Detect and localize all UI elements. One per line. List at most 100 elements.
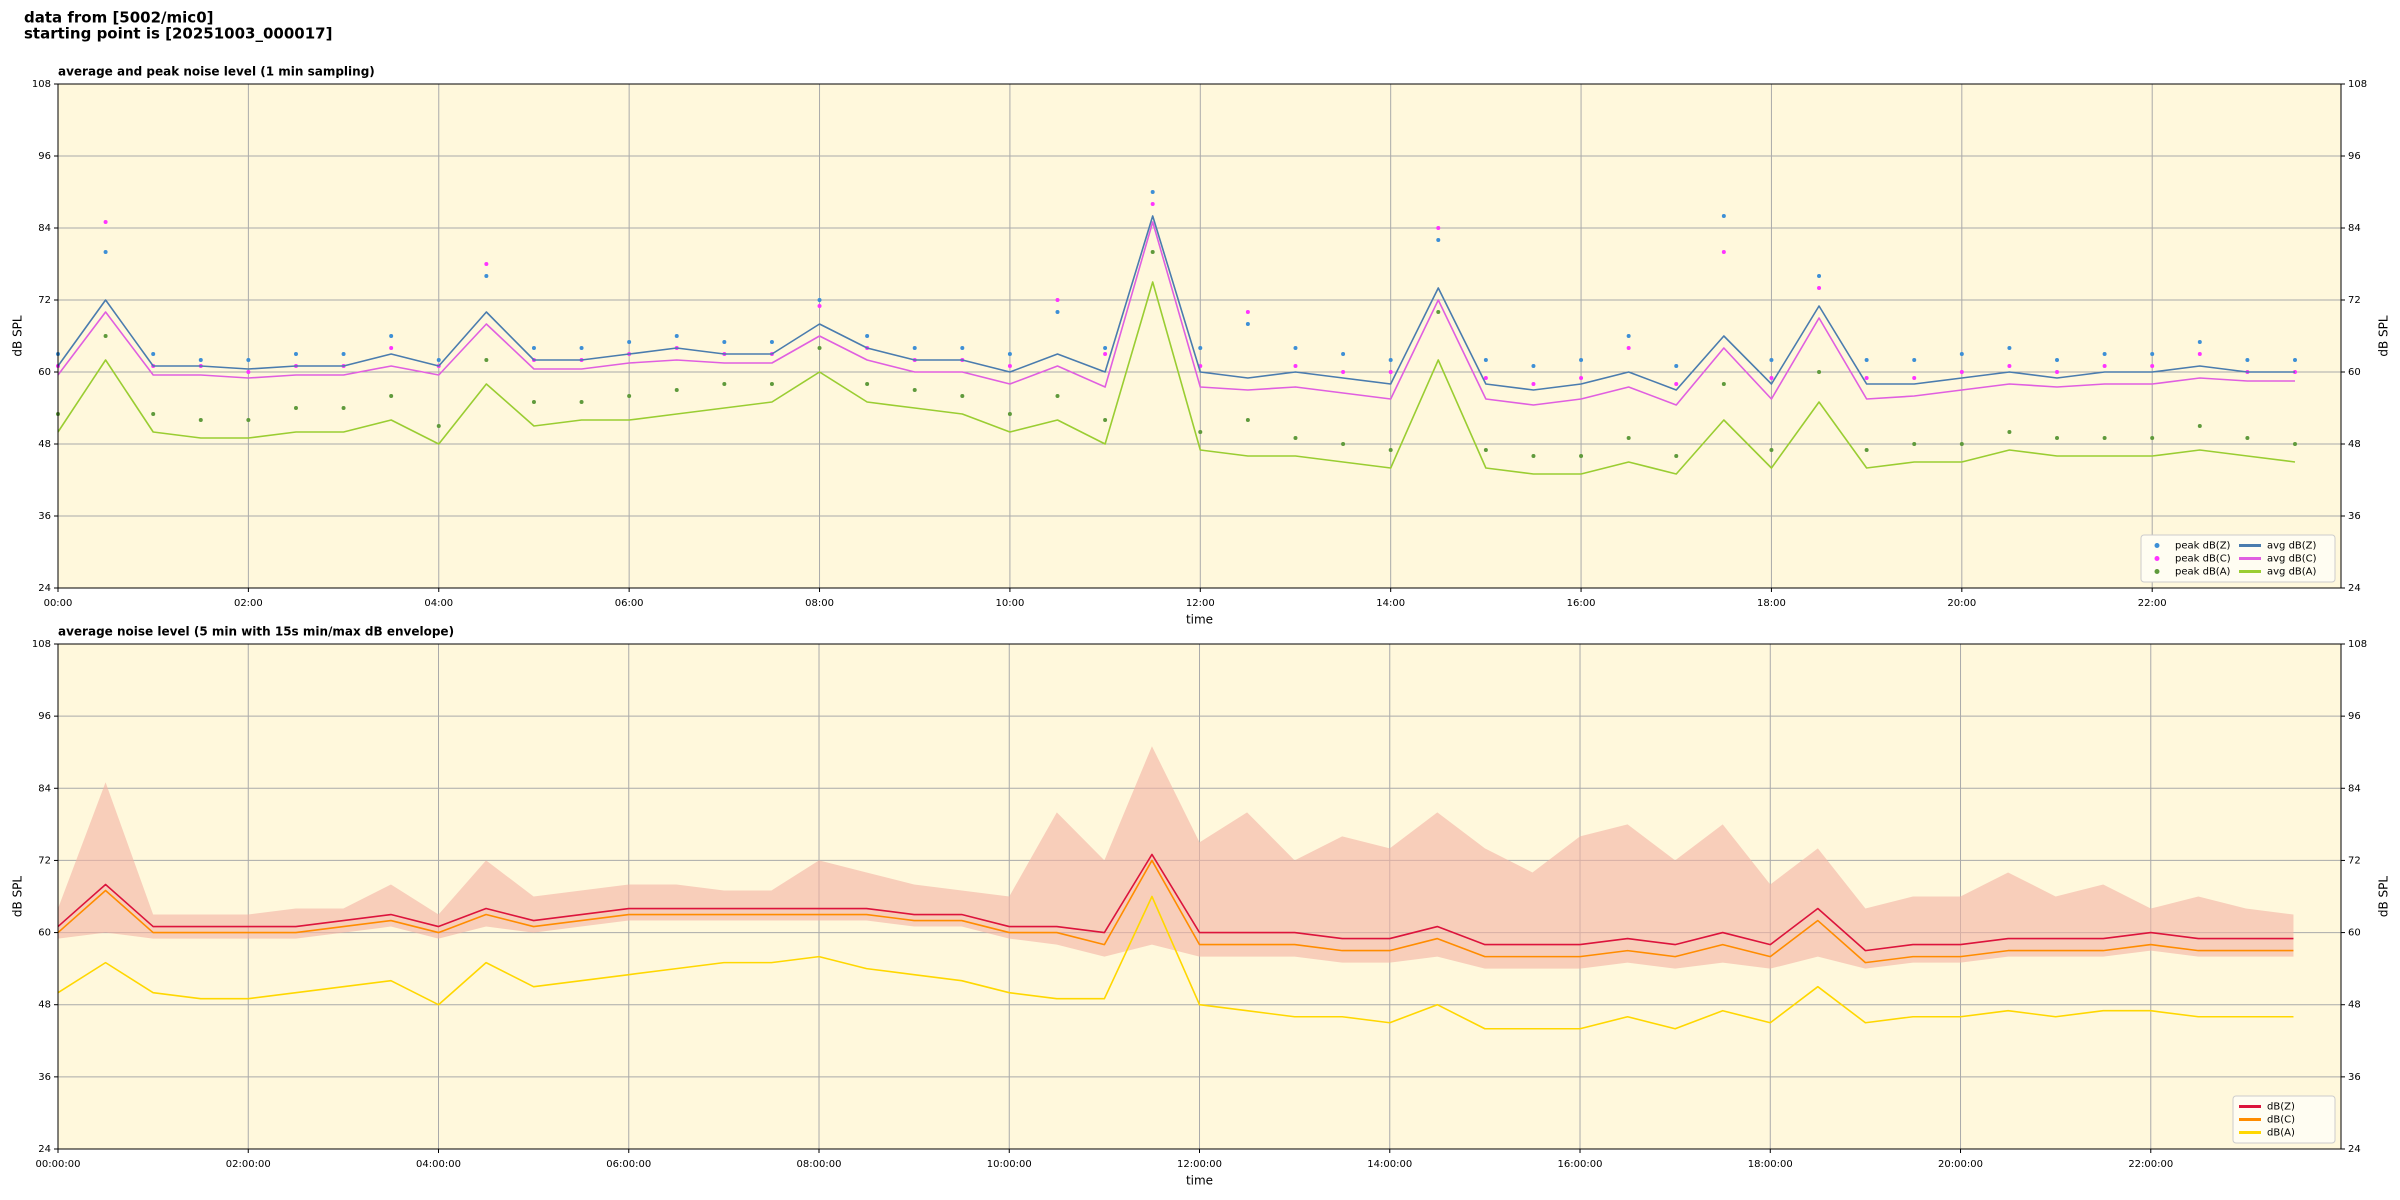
peak-dot [531, 400, 536, 404]
peak-dot [1388, 448, 1393, 452]
series-line [57, 859, 2294, 964]
peak-dot [246, 358, 251, 362]
y-tick-label: 96 [38, 151, 51, 162]
peak-dot [1436, 238, 1441, 242]
peak-dot [1626, 346, 1631, 350]
y2-axis-label: dB SPL [2377, 315, 2391, 357]
y2-tick-label: 84 [2348, 223, 2361, 234]
peak-dot [2292, 358, 2297, 362]
x-tick-label: 18:00 [1757, 598, 1786, 609]
peak-dot [960, 346, 965, 350]
peak-dot [1864, 358, 1869, 362]
x-tick-label: 02:00 [234, 598, 263, 609]
peak-dot [1388, 358, 1393, 362]
header-line: data from [5002/mic0] [24, 9, 214, 27]
peak-dot [579, 346, 584, 350]
peak-dot [1055, 394, 1060, 398]
peak-dot [1341, 442, 1346, 446]
x-tick-label: 10:00:00 [987, 1159, 1032, 1170]
x-tick-label: 02:00:00 [226, 1159, 271, 1170]
y2-tick-label: 24 [2348, 1144, 2361, 1155]
legend-label: dB(C) [2267, 1115, 2295, 1126]
peak-dot [1103, 418, 1108, 422]
y-tick-label: 24 [38, 583, 51, 594]
peak-dot [1341, 370, 1346, 374]
peak-dot [1483, 358, 1488, 362]
peak-dot [1436, 226, 1441, 230]
x-tick-label: 10:00 [995, 598, 1024, 609]
y2-tick-label: 36 [2348, 1072, 2361, 1083]
legend-marker [2154, 569, 2160, 574]
peak-dot [1531, 454, 1536, 458]
x-tick-label: 22:00 [2138, 598, 2167, 609]
peak-dot [674, 388, 679, 392]
x-tick-label: 00:00 [44, 598, 73, 609]
x-tick-label: 06:00 [615, 598, 644, 609]
peak-dot [1579, 454, 1584, 458]
peak-dot [2055, 370, 2060, 374]
x-tick-label: 12:00 [1186, 598, 1215, 609]
peak-dot [1864, 376, 1869, 380]
y-tick-label: 36 [38, 511, 51, 522]
peak-dot [1721, 382, 1726, 386]
y-tick-label: 84 [38, 223, 51, 234]
peak-dot [817, 298, 822, 302]
peak-dot [151, 412, 156, 416]
x-tick-label: 04:00 [424, 598, 453, 609]
peak-dot [1864, 448, 1869, 452]
peak-dot [912, 388, 917, 392]
peak-dot [2007, 346, 2012, 350]
peak-dot [341, 406, 346, 410]
y-tick-label: 84 [38, 783, 51, 794]
peak-dot [103, 334, 108, 338]
x-tick-label: 20:00:00 [1938, 1159, 1983, 1170]
peak-dot [1245, 418, 1250, 422]
legend-label: avg dB(C) [2267, 554, 2317, 565]
peak-dot [627, 340, 632, 344]
peak-dot [293, 352, 298, 356]
peak-dot [2245, 436, 2250, 440]
legend: peak dB(Z) peak dB(C) peak dB(A) avg dB(Z) a… [2140, 534, 2336, 583]
series-line [57, 215, 2295, 391]
peak-dot [484, 358, 489, 362]
peak-dot [103, 220, 108, 224]
peak-dot [769, 340, 774, 344]
y-axis-label: dB SPL [11, 315, 25, 357]
peak-dot [1293, 346, 1298, 350]
peak-dot [1483, 376, 1488, 380]
peak-dot [817, 346, 822, 350]
peak-dot [246, 418, 251, 422]
x-tick-label: 14:00:00 [1367, 1159, 1412, 1170]
peak-dot [436, 424, 441, 428]
peak-dot [1912, 442, 1917, 446]
x-tick-label: 16:00 [1567, 598, 1596, 609]
peak-dot [2055, 436, 2060, 440]
header-line: starting point is [20251003_000017] [24, 25, 332, 43]
x-tick-label: 08:00 [805, 598, 834, 609]
peak-dot [1959, 370, 1964, 374]
peak-dot [1769, 376, 1774, 380]
peak-dot [1579, 376, 1584, 380]
y-tick-label: 96 [38, 711, 51, 722]
x-axis-label: time [1186, 613, 1213, 627]
peak-dot [2150, 364, 2155, 368]
envelope [58, 746, 2294, 969]
peak-dot [484, 262, 489, 266]
peak-dot [293, 406, 298, 410]
peak-dot [1959, 352, 1964, 356]
y-tick-label: 60 [38, 367, 51, 378]
y-tick-label: 24 [38, 1144, 51, 1155]
x-tick-label: 14:00 [1376, 598, 1405, 609]
y2-tick-label: 24 [2348, 583, 2361, 594]
y2-tick-label: 96 [2348, 151, 2361, 162]
x-tick-label: 04:00:00 [416, 1159, 461, 1170]
peak-dot [1626, 436, 1631, 440]
peak-dot [1103, 352, 1108, 356]
peak-dot [1103, 346, 1108, 350]
y2-tick-label: 60 [2348, 928, 2361, 939]
x-tick-label: 22:00:00 [2128, 1159, 2173, 1170]
legend-label: dB(A) [2267, 1128, 2295, 1139]
y2-tick-label: 72 [2348, 855, 2361, 866]
chart-title: average and peak noise level (1 min samp… [58, 65, 375, 79]
peak-dot [1293, 436, 1298, 440]
